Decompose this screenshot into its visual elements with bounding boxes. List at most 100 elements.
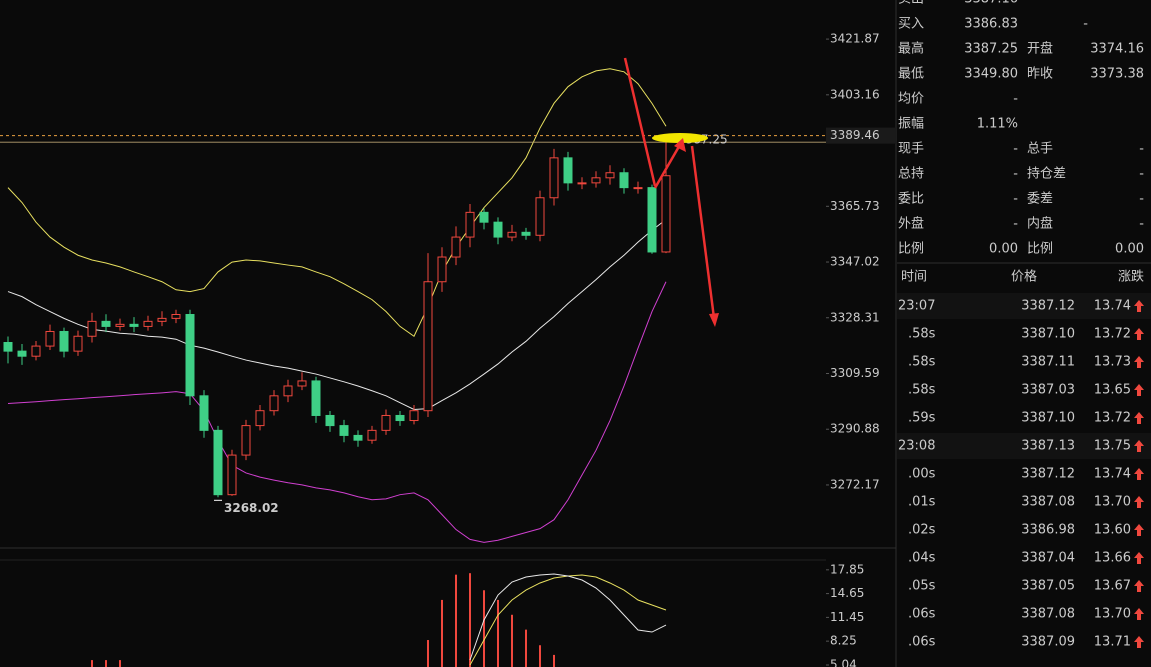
quote-label: 持仓差 <box>1027 167 1066 182</box>
tick-change: 13.70 <box>1094 495 1131 510</box>
bar <box>427 640 429 667</box>
up-arrow <box>1134 496 1144 508</box>
quote-value: 0.00 <box>989 242 1018 257</box>
indicator-line <box>469 573 667 661</box>
candle-body <box>535 197 545 236</box>
quote-value: 1.11% <box>977 117 1018 132</box>
candle-body <box>367 429 377 441</box>
tick-price: 3387.12 <box>1021 467 1075 482</box>
tick-header: 价格 <box>1011 269 1037 285</box>
candle-body <box>633 187 643 190</box>
quote-label: 总手 <box>1027 142 1053 157</box>
quote-value: - <box>1013 192 1018 207</box>
candle-body <box>493 221 503 238</box>
quote-value: 3374.16 <box>1090 42 1144 57</box>
tick-time: .02s <box>908 523 936 538</box>
tick-price: 3387.08 <box>1021 495 1075 510</box>
y-tick-label: 3365.73 <box>830 199 880 213</box>
quote-label: 内盘 <box>1027 216 1053 232</box>
candle-body <box>451 236 461 258</box>
quote-label: 外盘 <box>898 216 924 232</box>
bar <box>525 629 527 667</box>
quote-value: - <box>1013 92 1018 107</box>
candle-body <box>241 425 251 456</box>
tick-time: .06s <box>908 607 936 622</box>
tick-time: 23:07 <box>898 299 935 314</box>
candle-body <box>3 342 13 352</box>
arrow-head <box>674 138 686 152</box>
quote-value: 3386.83 <box>964 17 1018 32</box>
candle-body <box>605 172 615 179</box>
candle-body <box>395 414 405 422</box>
up-arrow <box>1134 524 1144 536</box>
candle-body <box>101 320 111 327</box>
tick-price: 3387.08 <box>1021 607 1075 622</box>
candle-body <box>171 314 181 319</box>
quote-value: 3387.16 <box>964 0 1018 7</box>
quote-value: - <box>1013 167 1018 182</box>
tick-change: 13.60 <box>1094 523 1131 538</box>
quote-label: 昨收 <box>1027 67 1053 82</box>
quote-label: 振幅 <box>898 117 924 132</box>
quote-label: 卖出 <box>898 0 924 7</box>
y-tick-label: 14.65 <box>830 586 864 600</box>
quote-value: - <box>1013 217 1018 232</box>
candle-body <box>507 231 517 238</box>
tick-change: 13.75 <box>1094 439 1131 454</box>
quote-value: - <box>1139 142 1144 157</box>
candle-body <box>17 350 27 357</box>
quote-label: 比例 <box>1027 242 1053 257</box>
up-arrow <box>1134 468 1144 480</box>
quote-label: 买入 <box>898 17 924 32</box>
candle-body <box>73 335 83 352</box>
tick-price: 3387.05 <box>1021 579 1075 594</box>
tick-price: 3387.11 <box>1021 355 1075 370</box>
quote-value: - <box>1083 17 1088 32</box>
bar <box>539 645 541 667</box>
annotations <box>623 57 719 327</box>
candle-body <box>227 454 237 496</box>
candle-body <box>381 414 391 431</box>
quote-label: 最高 <box>898 41 924 57</box>
candle-body <box>31 345 41 357</box>
quote-value: - <box>1139 217 1144 232</box>
candle-body <box>157 317 167 322</box>
up-arrow <box>1134 608 1144 620</box>
bar <box>91 660 93 667</box>
last-price-box <box>826 127 896 144</box>
candle-body <box>199 395 209 431</box>
tick-change: 13.74 <box>1094 467 1131 482</box>
up-arrow <box>1134 356 1144 368</box>
candle-body <box>353 434 363 441</box>
tick-change: 13.71 <box>1094 635 1131 650</box>
candle-body <box>283 385 293 397</box>
tick-time: .59s <box>908 411 936 426</box>
candle-body <box>661 175 671 253</box>
up-arrow <box>1134 328 1144 340</box>
band-line <box>7 68 667 337</box>
candle-body <box>423 281 433 412</box>
up-arrow <box>1134 384 1144 396</box>
low-label: 3268.02 <box>224 501 279 515</box>
bar <box>511 614 513 667</box>
bar <box>441 599 443 667</box>
candle-body <box>591 177 601 184</box>
band-line <box>7 281 667 543</box>
tick-time: .58s <box>908 327 936 342</box>
y-tick-label: 3290.88 <box>830 422 880 436</box>
tick-change: 13.72 <box>1094 411 1131 426</box>
quote-value: 3373.38 <box>1090 67 1144 82</box>
candle-body <box>325 414 335 427</box>
tick-price: 3387.04 <box>1021 551 1075 566</box>
tick-time: .58s <box>908 355 936 370</box>
up-arrow <box>1134 412 1144 424</box>
quote-value: - <box>1139 192 1144 207</box>
candle-body <box>521 231 531 236</box>
candle-body <box>577 182 587 185</box>
y-tick-label: 3347.02 <box>830 255 880 269</box>
quote-value: 0.00 <box>1115 242 1144 257</box>
chart-area: 3421.87 3403.16 3365.73 3347.02 3328.31 3309.… <box>0 32 896 667</box>
candle-body <box>563 157 573 184</box>
row-highlight <box>897 433 1151 459</box>
